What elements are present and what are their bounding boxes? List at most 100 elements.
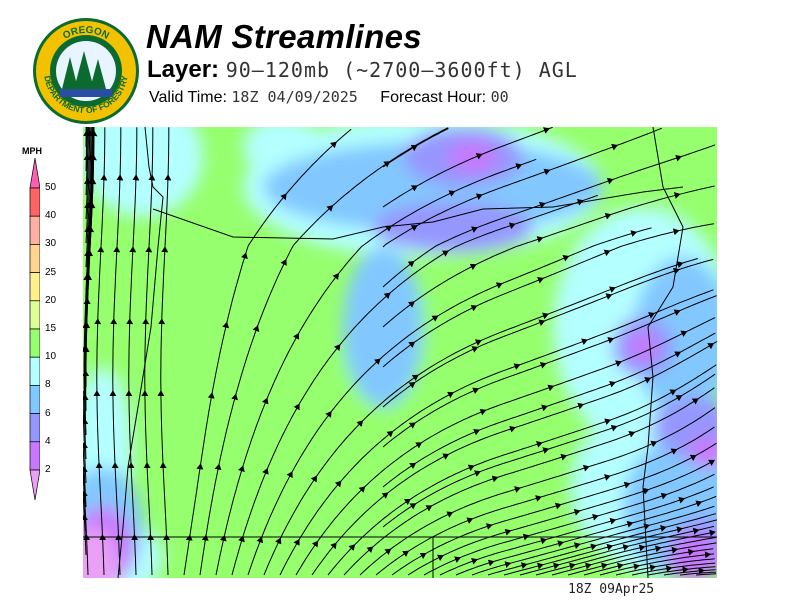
streamline-arrow xyxy=(475,153,483,160)
streamline-arrow xyxy=(695,500,703,508)
streamline-arrow xyxy=(334,480,342,488)
streamline-arrow xyxy=(491,475,499,483)
streamline-arrow xyxy=(576,198,584,206)
streamline-arrow xyxy=(358,486,366,493)
legend-arrow-bottom xyxy=(29,469,40,501)
streamline-arrow xyxy=(676,526,683,534)
legend-label: 8 xyxy=(45,379,51,391)
streamline-arrow xyxy=(642,487,650,495)
streamline-arrow xyxy=(475,193,483,201)
streamline-arrow xyxy=(470,304,478,312)
streamline-arrow xyxy=(348,544,356,552)
legend-swatch xyxy=(29,413,40,443)
streamline-arrow xyxy=(654,545,662,553)
legend-label: 15 xyxy=(45,323,57,334)
legend-swatch xyxy=(29,215,40,245)
valid-time-value: 18Z 04/09/2025 xyxy=(231,88,358,106)
streamline-arrow xyxy=(609,517,617,525)
streamline xyxy=(695,573,717,576)
streamline-arrow xyxy=(603,249,611,257)
streamline-arrow xyxy=(675,395,683,402)
streamline-arrow xyxy=(676,261,684,268)
legend-swatch xyxy=(29,441,40,471)
streamline xyxy=(112,127,122,576)
legend-label: 4 xyxy=(45,435,51,447)
legend-label: 2 xyxy=(45,464,51,475)
streamline-arrow xyxy=(447,391,454,399)
streamline xyxy=(160,127,170,576)
streamline xyxy=(279,289,714,576)
streamline-arrow xyxy=(573,542,581,550)
streamline-arrow xyxy=(608,286,616,293)
streamline-arrow xyxy=(617,562,624,570)
page-title: NAM Streamlines xyxy=(146,18,422,55)
streamline xyxy=(567,542,717,576)
streamline-arrow xyxy=(626,520,634,528)
streamline-arrow xyxy=(547,384,555,392)
streamline-arrow xyxy=(373,358,381,366)
streamline-arrow xyxy=(673,192,681,199)
layer-label: Layer: xyxy=(147,56,220,83)
streamline-arrow xyxy=(536,562,544,570)
streamline-arrow xyxy=(535,440,543,448)
streamline-arrow xyxy=(582,464,590,472)
streamline-arrow xyxy=(628,431,636,438)
streamline xyxy=(439,486,714,576)
streamline xyxy=(83,471,87,532)
valid-time-label: Valid Time: xyxy=(149,89,227,106)
streamline-arrow xyxy=(659,525,667,532)
wind-speed-region xyxy=(643,127,717,207)
legend-swatch xyxy=(29,187,40,217)
streamline-arrow xyxy=(504,561,512,568)
streamline-arrow xyxy=(381,492,389,499)
streamline-arrow xyxy=(409,462,417,470)
streamline-arrow xyxy=(410,225,418,232)
streamline xyxy=(599,553,714,576)
streamline-arrow xyxy=(672,228,680,236)
streamline-arrow xyxy=(665,565,673,573)
svg-text:OREGON: OREGON xyxy=(61,25,111,42)
streamline-arrow xyxy=(660,492,668,500)
streamline-arrow xyxy=(409,503,417,510)
streamline xyxy=(615,558,715,576)
boundary-line xyxy=(642,127,684,578)
streamline-arrow xyxy=(678,496,686,504)
streamline-arrow xyxy=(241,252,248,260)
streamline xyxy=(85,127,92,268)
wind-speed-region xyxy=(83,127,203,217)
streamline-arrow xyxy=(275,537,282,545)
streamline-arrow xyxy=(671,546,678,554)
streamline-arrow xyxy=(408,341,416,348)
streamline-arrow xyxy=(707,343,715,350)
streamline xyxy=(455,495,717,576)
streamline-arrow xyxy=(537,277,544,284)
streamline-arrow xyxy=(383,161,391,168)
streamline-arrow xyxy=(408,422,416,429)
streamline-arrow xyxy=(386,430,394,438)
streamline-arrow xyxy=(514,486,521,493)
streamline-arrow xyxy=(535,495,542,502)
streamline-arrow xyxy=(560,453,568,461)
streamline-arrow xyxy=(680,330,688,337)
streamline xyxy=(96,127,106,576)
streamline-arrow xyxy=(356,420,364,428)
streamline-arrow xyxy=(238,465,245,473)
streamline-arrow xyxy=(568,562,576,570)
streamline xyxy=(471,505,715,576)
streamline-arrow xyxy=(672,267,680,275)
streamline xyxy=(83,127,93,460)
streamline-arrow xyxy=(539,362,547,369)
streamline-arrow xyxy=(448,190,456,197)
legend-label: 50 xyxy=(45,182,57,193)
streamline-arrow xyxy=(411,374,419,381)
streamline-arrow xyxy=(222,321,230,329)
streamline-arrow xyxy=(286,471,293,479)
streamline-arrow xyxy=(310,475,318,483)
streamline-arrow xyxy=(487,559,495,567)
streamline xyxy=(327,364,717,576)
streamline-arrow xyxy=(536,236,544,243)
streamline-arrow xyxy=(332,273,339,280)
wind-speed-region xyxy=(373,202,533,252)
streamline-arrow xyxy=(608,380,616,388)
streamline-arrow xyxy=(630,230,638,237)
